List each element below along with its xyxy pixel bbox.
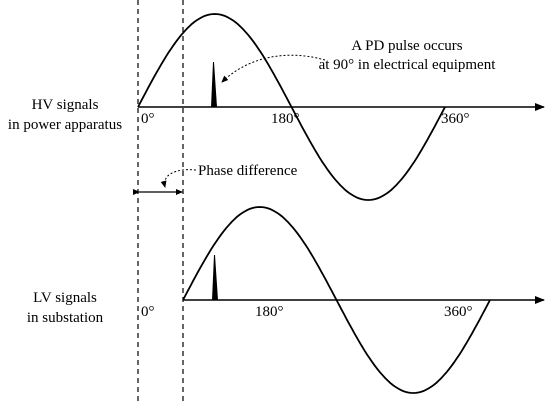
phase-difference-label: Phase difference: [198, 163, 298, 179]
phase-tick-label: 360°: [444, 304, 473, 320]
phase-tick-label: 0°: [141, 111, 155, 127]
annotation-text: A PD pulse occurs: [351, 38, 462, 54]
leader-line: [221, 54, 326, 83]
pd-pulse: [212, 255, 218, 300]
phase-tick-label: 0°: [141, 304, 155, 320]
phase-tick-label: 360°: [441, 111, 470, 127]
signal-label: in power apparatus: [8, 117, 122, 133]
lv-sine-wave: [182, 206, 491, 394]
pd-pulse: [211, 62, 217, 107]
signal-label: LV signals: [33, 290, 97, 306]
phase-tick-label: 180°: [271, 111, 300, 127]
signal-label: in substation: [27, 310, 104, 326]
leader-line: [160, 169, 197, 188]
signal-label: HV signals: [32, 97, 99, 113]
phase-tick-label: 180°: [255, 304, 284, 320]
hv-sine-wave: [137, 13, 446, 201]
annotation-text: at 90° in electrical equipment: [319, 57, 497, 73]
